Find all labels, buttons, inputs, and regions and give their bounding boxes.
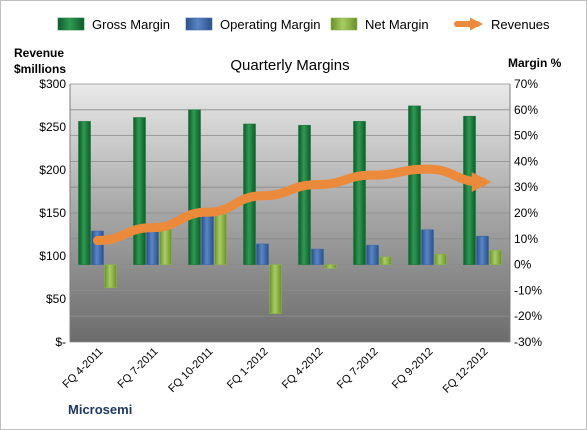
net-margin-bar xyxy=(104,264,117,289)
left-tick-label: $- xyxy=(55,335,66,349)
legend-label: Net Margin xyxy=(365,17,429,32)
net-margin-bar xyxy=(214,213,227,265)
net-margin-bar xyxy=(434,253,447,265)
legend: Gross Margin Operating Margin Net Margin Re… xyxy=(57,17,550,32)
revenue-line xyxy=(93,164,492,246)
left-tick-label: $200 xyxy=(39,163,66,177)
right-tick-label: -10% xyxy=(514,283,542,297)
legend-label: Gross Margin xyxy=(92,17,170,32)
gross-margin-bar xyxy=(298,124,311,265)
net-margin-bar xyxy=(379,256,392,265)
gross-margin-bar xyxy=(78,121,91,265)
operating-margin-legend-swatch xyxy=(185,17,213,31)
right-axis-title: Margin % xyxy=(508,56,562,70)
operating-margin-bar xyxy=(311,248,324,265)
net-margin-bar xyxy=(159,225,172,265)
right-tick-label: -30% xyxy=(514,335,542,349)
gross-margin-bar xyxy=(408,105,421,265)
gross-margin-bar xyxy=(353,121,366,265)
source-label: Microsemi xyxy=(68,402,132,417)
net-margin-bar xyxy=(269,264,282,314)
left-tick-label: $50 xyxy=(46,292,66,306)
right-tick-label: 60% xyxy=(514,103,538,117)
left-axis-title-line2: $millions xyxy=(14,62,66,76)
revenues-line xyxy=(93,164,492,246)
legend-label: Revenues xyxy=(491,17,550,32)
chart-title: Quarterly Margins xyxy=(230,57,349,74)
operating-margin-bar xyxy=(366,244,379,265)
right-tick-label: 50% xyxy=(514,129,538,143)
right-tick-label: 10% xyxy=(514,232,538,246)
legend-label: Operating Margin xyxy=(220,17,320,32)
left-tick-label: $300 xyxy=(39,77,66,91)
operating-margin-bar xyxy=(256,243,269,265)
net-margin-bar xyxy=(324,264,337,269)
left-tick-label: $150 xyxy=(39,206,66,220)
right-tick-label: -20% xyxy=(514,309,542,323)
right-tick-label: 20% xyxy=(514,206,538,220)
left-axis-title-line1: Revenue xyxy=(14,46,64,60)
net-margin-legend-swatch xyxy=(330,17,358,31)
left-tick-label: $100 xyxy=(39,249,66,263)
gross-margin-legend-swatch xyxy=(57,17,85,31)
right-tick-label: 70% xyxy=(514,77,538,91)
operating-margin-bar xyxy=(201,215,214,265)
operating-margin-bar xyxy=(476,235,489,265)
right-tick-label: 40% xyxy=(514,154,538,168)
net-margin-bar xyxy=(489,250,502,265)
gross-margin-bar xyxy=(188,109,201,265)
right-tick-label: 30% xyxy=(514,180,538,194)
right-tick-label: 0% xyxy=(514,258,532,272)
gross-margin-bar xyxy=(463,115,476,265)
left-tick-label: $250 xyxy=(39,120,66,134)
right-axis-ticks: -30% -20% -10% 0% 10% 20% 30% 40% 50% 60% 70% xyxy=(514,77,542,349)
operating-margin-bar xyxy=(421,229,434,265)
left-axis-ticks: $- $50 $100 $150 $200 $250 $300 xyxy=(39,77,66,349)
gross-margin-bar xyxy=(133,117,146,265)
